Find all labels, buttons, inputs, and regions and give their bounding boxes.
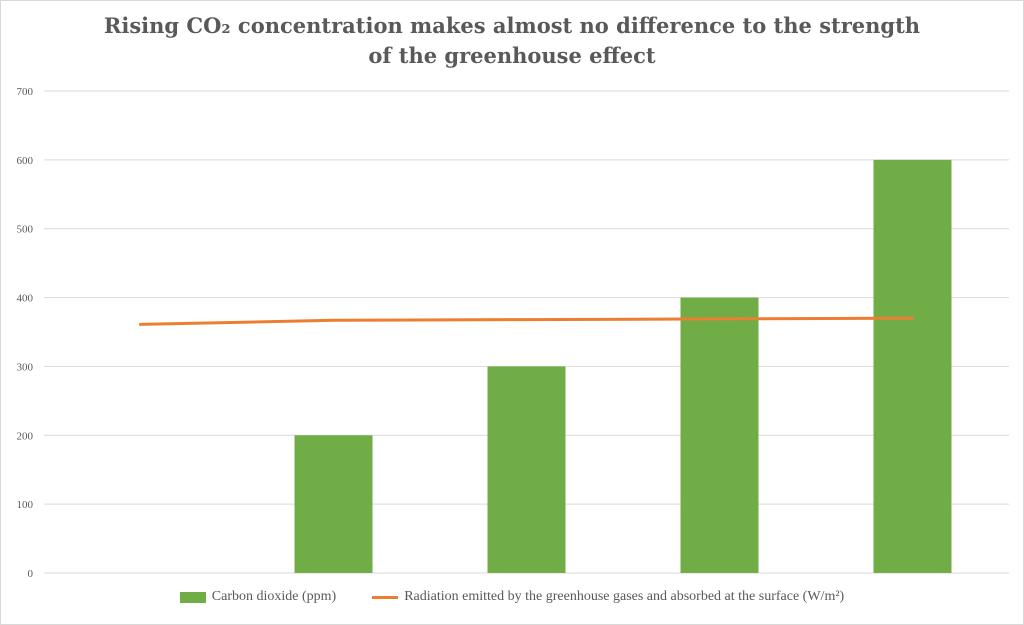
- y-tick-label: 200: [17, 430, 34, 442]
- y-tick-label: 100: [17, 499, 34, 511]
- legend-label-carbon-dioxide: Carbon dioxide (ppm): [211, 589, 337, 604]
- bar: [873, 159, 952, 573]
- plot-area: 0 100 200 300 400 500 600 700: [17, 86, 1009, 580]
- y-tick-label: 600: [17, 155, 34, 167]
- legend-swatch-line: [372, 595, 399, 599]
- legend-item-carbon-dioxide[interactable]: Carbon dioxide (ppm): [179, 589, 337, 605]
- chart-title: Rising CO₂ concentration makes almost no…: [1, 11, 1023, 71]
- legend: Carbon dioxide (ppm) Radiation emitted b…: [1, 589, 1023, 605]
- legend-swatch-bar: [179, 591, 206, 603]
- series-line-radiation: [139, 316, 914, 326]
- chart-title-line-2: of the greenhouse effect: [368, 43, 656, 68]
- y-tick-label: 0: [28, 568, 34, 580]
- y-tick-label: 400: [17, 293, 34, 305]
- y-tick-label: 300: [17, 361, 34, 373]
- legend-label-radiation: Radiation emitted by the greenhouse gase…: [404, 589, 845, 604]
- legend-item-radiation[interactable]: Radiation emitted by the greenhouse gase…: [372, 589, 844, 605]
- bar: [680, 297, 759, 573]
- y-tick-label: 500: [17, 224, 34, 236]
- bar: [487, 366, 566, 573]
- y-tick-label: 700: [17, 86, 34, 98]
- bar: [294, 435, 373, 573]
- chart-title-line-1: Rising CO₂ concentration makes almost no…: [103, 13, 921, 38]
